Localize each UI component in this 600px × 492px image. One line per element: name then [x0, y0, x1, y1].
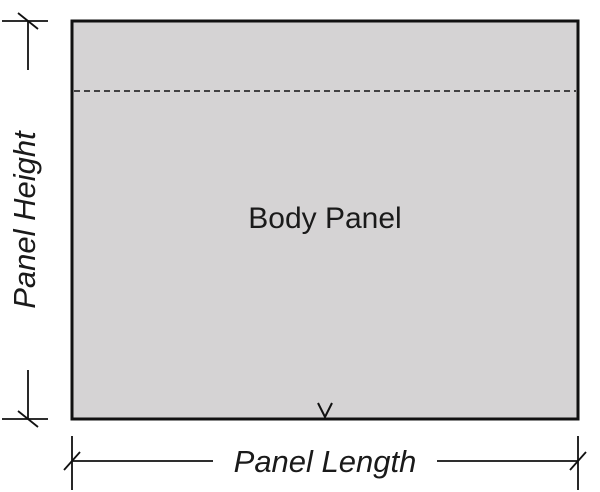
height-dimension: Panel Height: [2, 12, 48, 428]
body-panel: [70, 19, 580, 421]
length-label: Panel Length: [234, 444, 417, 479]
height-label: Panel Height: [7, 130, 42, 309]
bottom-notch-mark: [317, 402, 333, 420]
length-dimension: Panel Length: [63, 436, 587, 490]
panel-label: Body Panel: [248, 202, 401, 235]
